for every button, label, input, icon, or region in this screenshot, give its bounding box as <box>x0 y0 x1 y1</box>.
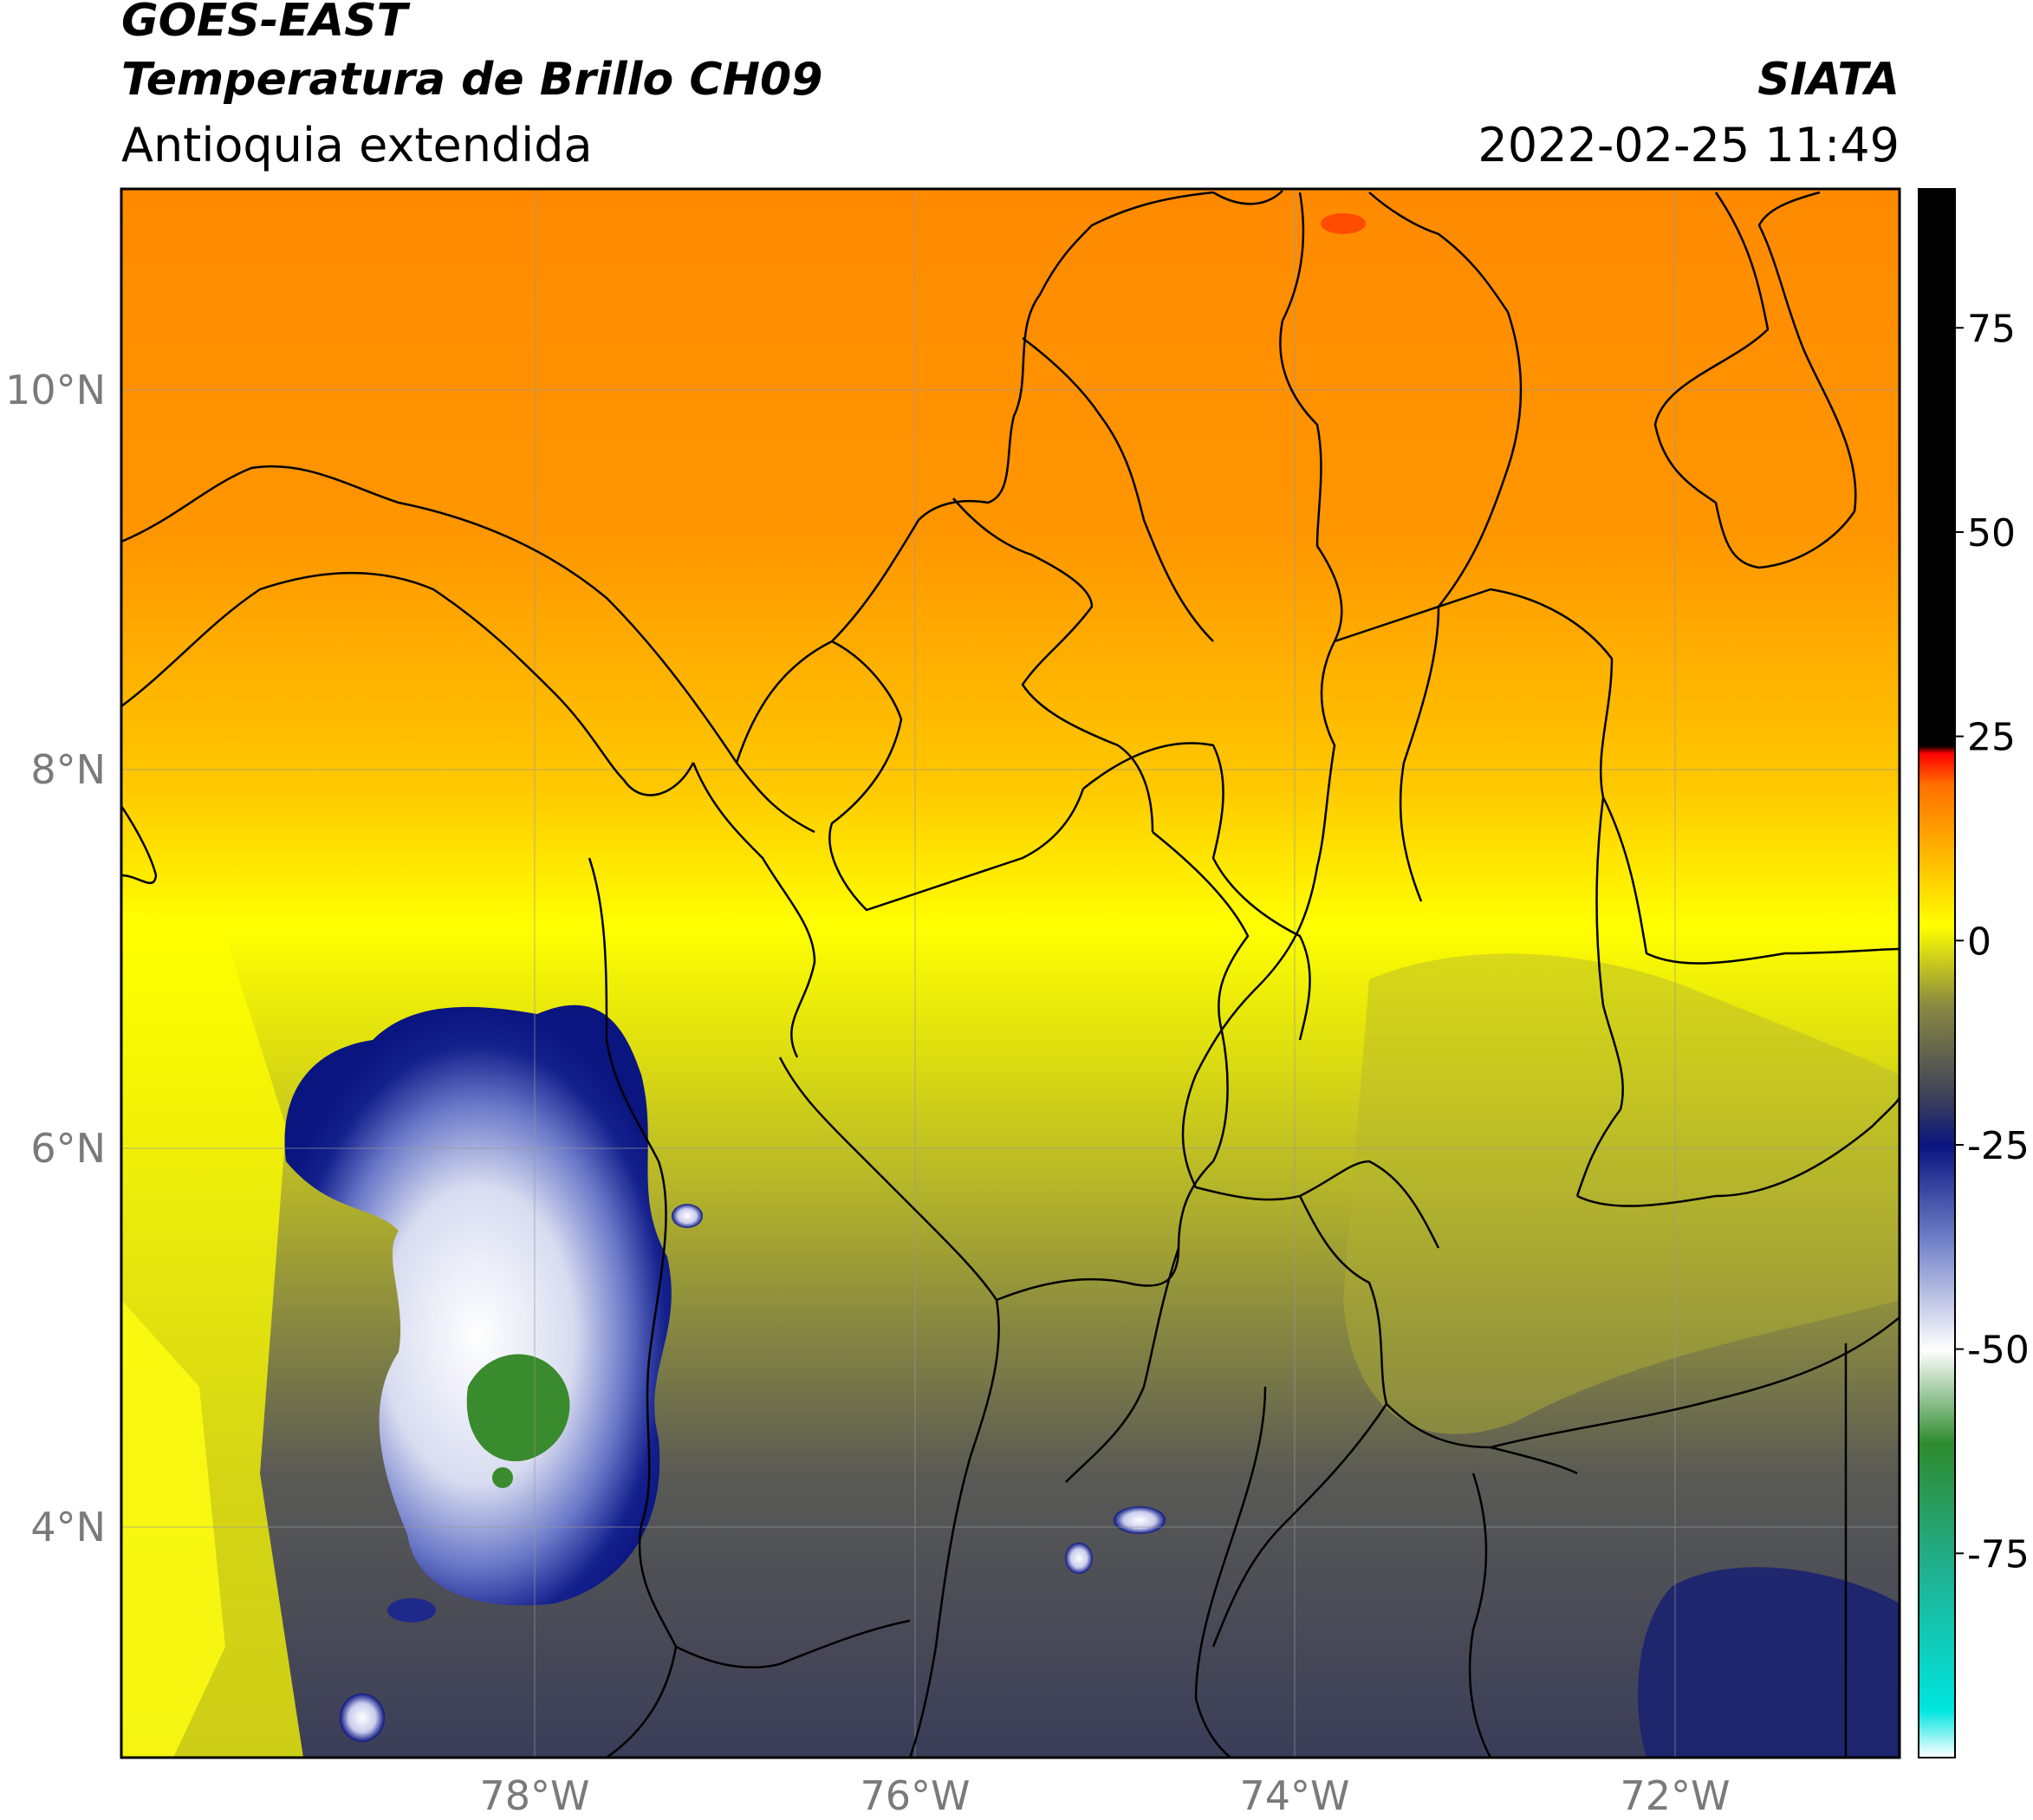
colorbar-gradient <box>1919 189 1955 1758</box>
colorbar-tick-label: -25 <box>1967 1124 2030 1168</box>
small-cloud-cell <box>340 1693 385 1742</box>
product-title: Temperatura de Brillo CH09 <box>121 54 823 106</box>
satellite-title: GOES-EAST <box>121 0 408 47</box>
small-cloud-cell <box>1114 1506 1166 1534</box>
graticule <box>121 189 1900 1758</box>
lon-label-74w: 74°W <box>1239 1772 1349 1819</box>
lat-label-8n: 8°N <box>30 746 106 793</box>
lon-label-72w: 72°W <box>1620 1772 1730 1819</box>
colorbar-ticks: 75 50 25 0 -25 -50 -75 <box>1955 307 2030 1576</box>
political-boundaries <box>121 190 1900 1758</box>
colorbar-tick-label: 25 <box>1967 716 2016 760</box>
lat-label-4n: 4°N <box>30 1504 106 1550</box>
colorbar-tick-label: -50 <box>1967 1329 2030 1373</box>
lat-label-10n: 10°N <box>5 367 106 413</box>
lon-label-78w: 78°W <box>479 1772 589 1819</box>
map-frame <box>120 187 1901 1759</box>
map-area <box>121 189 1900 1758</box>
colorbar-tick-label: 0 <box>1967 920 1991 964</box>
lon-label-76w: 76°W <box>860 1772 970 1819</box>
small-cloud-cell <box>1065 1543 1093 1574</box>
small-cloud-cell <box>672 1204 703 1228</box>
convective-storm-main <box>284 1004 672 1606</box>
region-subtitle: Antioquia extendida <box>121 118 593 172</box>
colorbar: 75 50 25 0 -25 -50 -75 <box>1918 188 2030 1758</box>
colorbar-tick-label: 75 <box>1967 307 2016 351</box>
colorbar-tick-label: -75 <box>1967 1532 2030 1576</box>
timestamp-label: 2022-02-25 11:49 <box>1478 118 1900 172</box>
lat-label-6n: 6°N <box>30 1125 106 1172</box>
colorbar-tick-label: 50 <box>1967 511 2016 556</box>
organization-label: SIATA <box>1757 54 1900 106</box>
